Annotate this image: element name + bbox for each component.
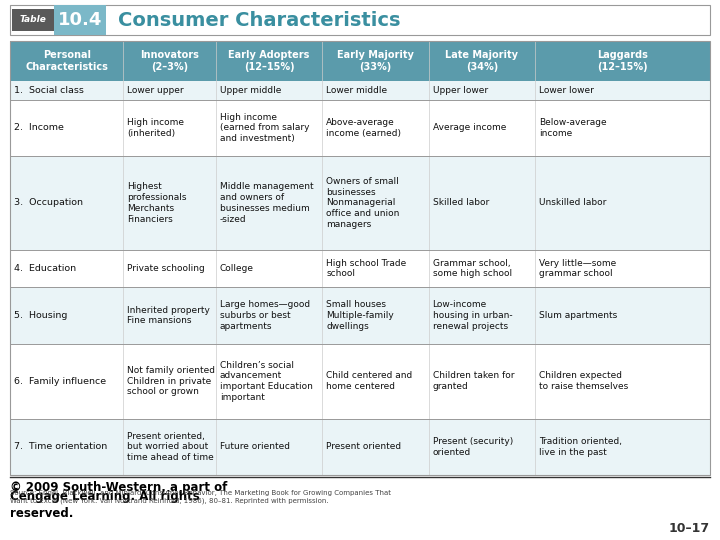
- Text: 10.4: 10.4: [58, 11, 102, 29]
- Text: Source: Engel, Blackwell, and Miniard, Consumer Behavior, The Marketing Book for: Source: Engel, Blackwell, and Miniard, C…: [10, 490, 391, 504]
- Text: Owners of small
businesses
Nonmanagerial
office and union
managers: Owners of small businesses Nonmanagerial…: [326, 177, 400, 229]
- Text: Children’s social
advancement
important Education
important: Children’s social advancement important …: [220, 361, 312, 402]
- Text: Low-income
housing in urban-
renewal projects: Low-income housing in urban- renewal pro…: [433, 300, 512, 331]
- Text: Present oriented: Present oriented: [326, 442, 401, 451]
- Text: Laggards
(12–15%): Laggards (12–15%): [597, 50, 648, 72]
- Text: Table: Table: [19, 16, 46, 24]
- Text: Lower middle: Lower middle: [326, 86, 387, 95]
- FancyBboxPatch shape: [10, 287, 710, 343]
- Text: Private schooling: Private schooling: [127, 264, 205, 273]
- Text: Late Majority
(34%): Late Majority (34%): [445, 50, 518, 72]
- Text: Highest
professionals
Merchants
Financiers: Highest professionals Merchants Financie…: [127, 183, 187, 224]
- Text: 7.  Time orientation: 7. Time orientation: [14, 442, 107, 451]
- Text: 2.  Income: 2. Income: [14, 124, 64, 132]
- Text: Grammar school,
some high school: Grammar school, some high school: [433, 259, 512, 279]
- FancyBboxPatch shape: [54, 5, 106, 35]
- Text: 4.  Education: 4. Education: [14, 264, 76, 273]
- Text: Children taken for
granted: Children taken for granted: [433, 372, 514, 391]
- Text: Above-average
income (earned): Above-average income (earned): [326, 118, 401, 138]
- Text: Personal
Characteristics: Personal Characteristics: [25, 50, 108, 72]
- Text: Slum apartments: Slum apartments: [539, 311, 617, 320]
- Text: Below-average
income: Below-average income: [539, 118, 607, 138]
- Text: Average income: Average income: [433, 124, 506, 132]
- FancyBboxPatch shape: [10, 5, 710, 35]
- Text: Child centered and
home centered: Child centered and home centered: [326, 372, 413, 391]
- Text: © 2009 South-Western, a part of: © 2009 South-Western, a part of: [10, 481, 228, 494]
- Text: Children expected
to raise themselves: Children expected to raise themselves: [539, 372, 629, 391]
- Text: High school Trade
school: High school Trade school: [326, 259, 407, 279]
- Text: Very little—some
grammar school: Very little—some grammar school: [539, 259, 616, 279]
- FancyBboxPatch shape: [10, 343, 710, 418]
- Text: Upper lower: Upper lower: [433, 86, 487, 95]
- Text: Unskilled labor: Unskilled labor: [539, 199, 606, 207]
- Text: 5.  Housing: 5. Housing: [14, 311, 68, 320]
- Text: Present oriented,
but worried about
time ahead of time: Present oriented, but worried about time…: [127, 431, 214, 462]
- FancyBboxPatch shape: [10, 81, 710, 100]
- FancyBboxPatch shape: [10, 100, 710, 156]
- Text: reserved.: reserved.: [10, 507, 73, 520]
- Text: Cengage Learning. All rights: Cengage Learning. All rights: [10, 490, 199, 503]
- Text: Lower upper: Lower upper: [127, 86, 184, 95]
- Text: Skilled labor: Skilled labor: [433, 199, 489, 207]
- Text: Lower lower: Lower lower: [539, 86, 594, 95]
- Text: Inherited property
Fine mansions: Inherited property Fine mansions: [127, 306, 210, 326]
- Text: High income
(inherited): High income (inherited): [127, 118, 184, 138]
- Text: Not family oriented
Children in private
school or grown: Not family oriented Children in private …: [127, 366, 215, 396]
- Text: Small houses
Multiple-family
dwellings: Small houses Multiple-family dwellings: [326, 300, 394, 331]
- Text: Early Adopters
(12–15%): Early Adopters (12–15%): [228, 50, 310, 72]
- Text: 3.  Occupation: 3. Occupation: [14, 199, 83, 207]
- FancyBboxPatch shape: [10, 418, 710, 475]
- Text: Tradition oriented,
live in the past: Tradition oriented, live in the past: [539, 437, 622, 457]
- Text: High income
(earned from salary
and investment): High income (earned from salary and inve…: [220, 113, 310, 143]
- Text: Upper middle: Upper middle: [220, 86, 282, 95]
- Text: College: College: [220, 264, 254, 273]
- Text: Early Majority
(33%): Early Majority (33%): [337, 50, 414, 72]
- Text: Middle management
and owners of
businesses medium
-sized: Middle management and owners of business…: [220, 183, 313, 224]
- Text: Present (security)
oriented: Present (security) oriented: [433, 437, 513, 457]
- Text: 10–17: 10–17: [669, 522, 710, 535]
- FancyBboxPatch shape: [10, 156, 710, 250]
- Text: Consumer Characteristics: Consumer Characteristics: [118, 10, 400, 30]
- Text: Future oriented: Future oriented: [220, 442, 289, 451]
- Text: 6.  Family influence: 6. Family influence: [14, 377, 106, 386]
- FancyBboxPatch shape: [10, 41, 710, 81]
- FancyBboxPatch shape: [12, 9, 54, 31]
- FancyBboxPatch shape: [10, 250, 710, 287]
- Text: 1.  Social class: 1. Social class: [14, 86, 84, 95]
- Text: Large homes—good
suburbs or best
apartments: Large homes—good suburbs or best apartme…: [220, 300, 310, 331]
- Text: Innovators
(2–3%): Innovators (2–3%): [140, 50, 199, 72]
